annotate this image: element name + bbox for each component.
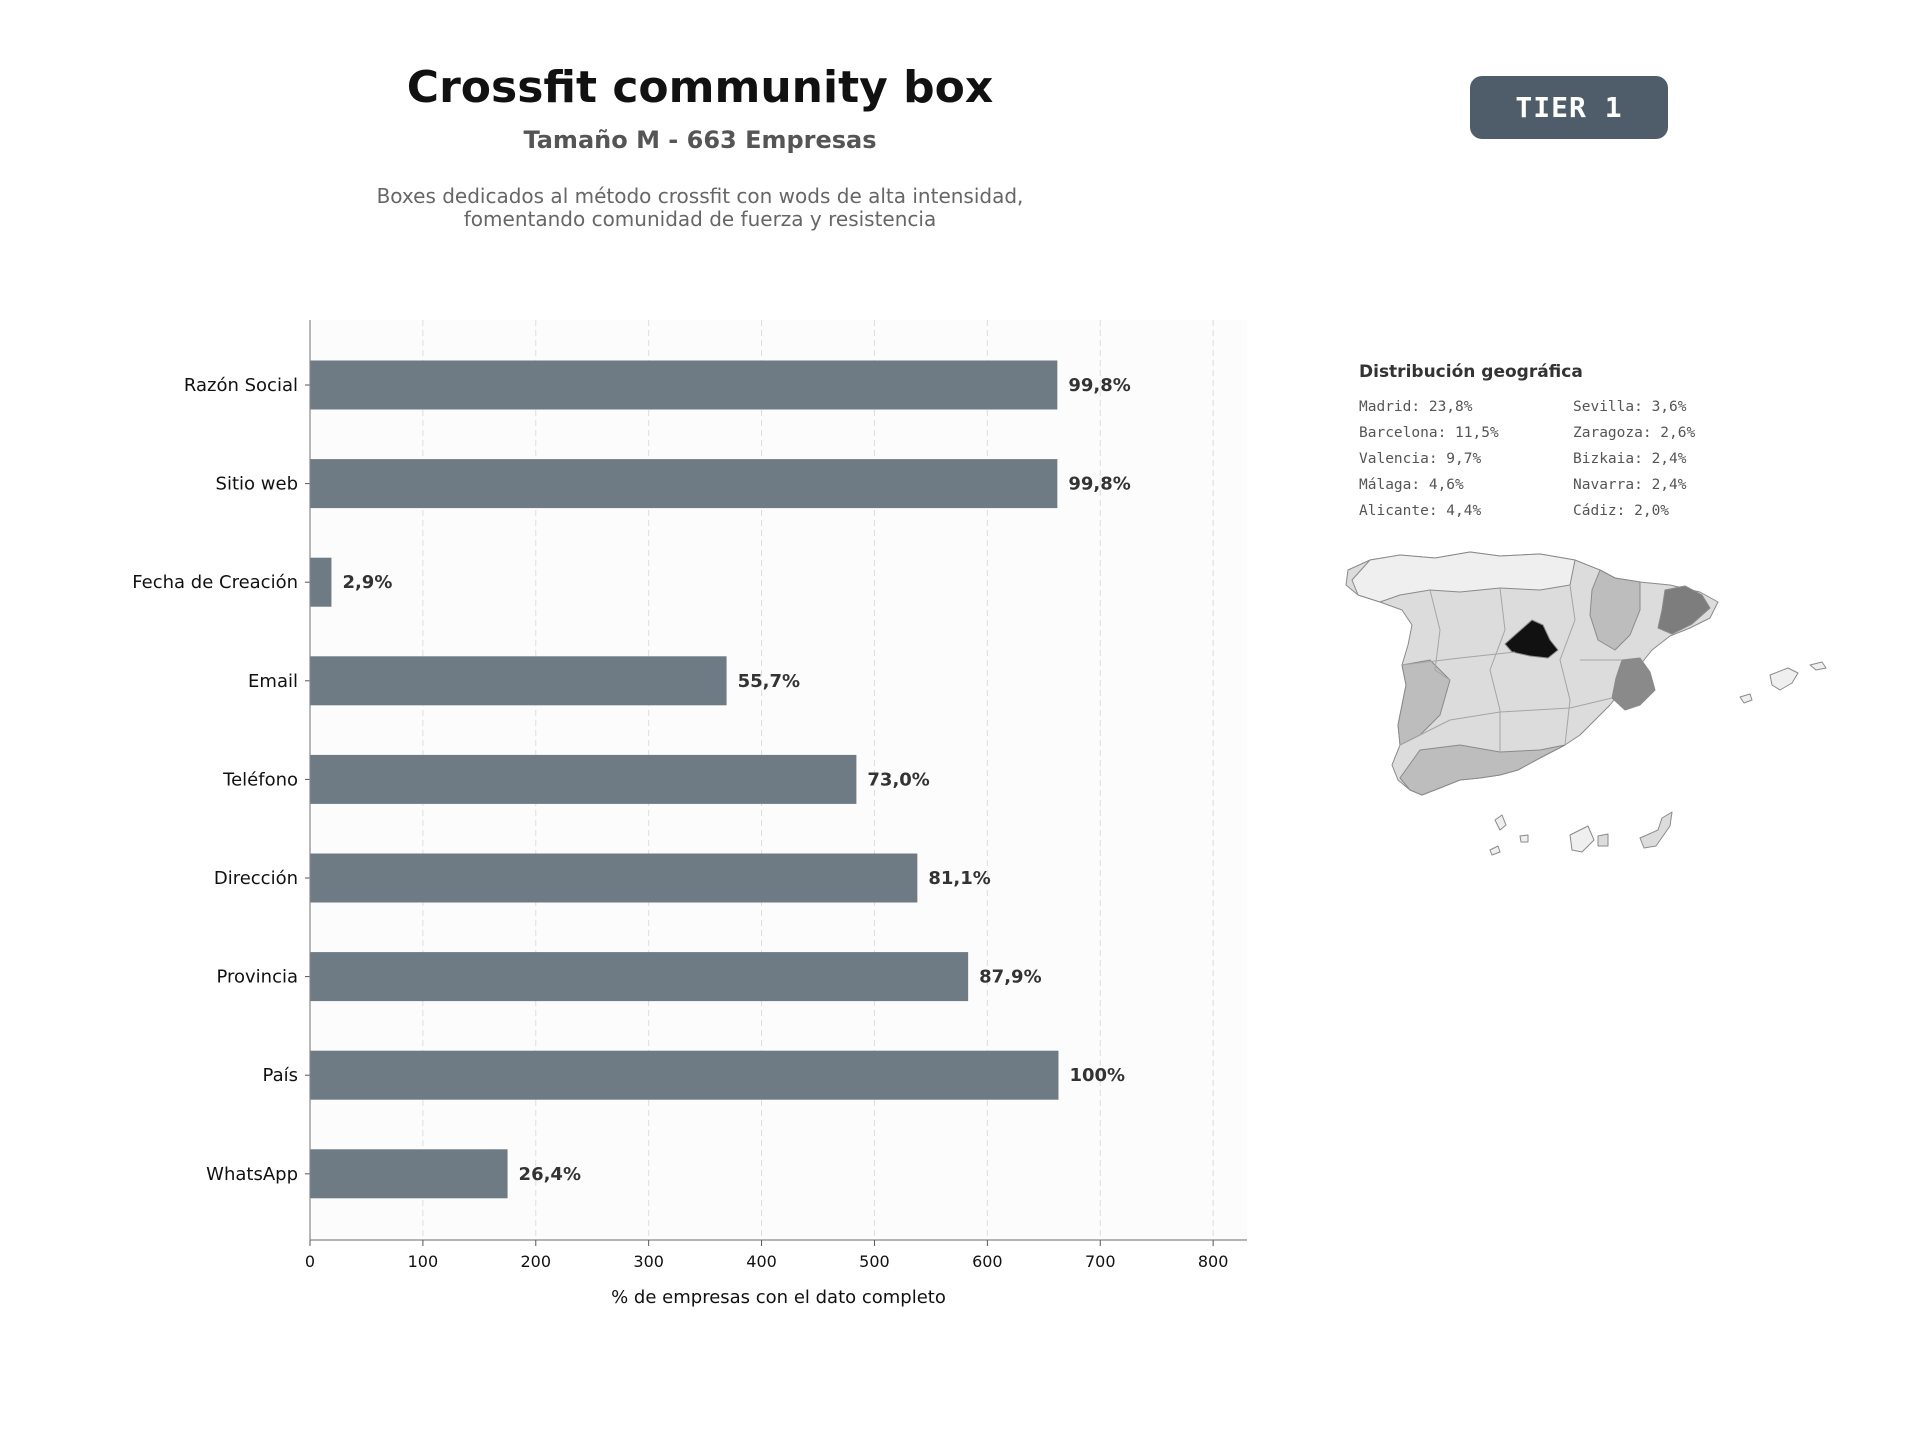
bar-value-label: 55,7% [738,671,800,692]
category-label: WhatsApp [206,1164,298,1185]
geo-item: Barcelona: 11,5% [1359,425,1499,441]
map-ibiza [1739,693,1753,704]
bar [310,754,857,804]
map-canaries-4 [1494,814,1507,831]
x-tick-label: 800 [1198,1252,1229,1271]
bar [310,459,1058,509]
geo-item: Madrid: 23,8% [1359,399,1473,415]
segment-description: Boxes dedicados al método crossfit con w… [250,185,1150,231]
map-valencia [1611,657,1656,711]
category-label: Fecha de Creación [132,572,298,593]
x-tick-label: 400 [746,1252,777,1271]
bar-value-label: 87,9% [979,967,1041,988]
bar [310,360,1058,410]
geo-item: Valencia: 9,7% [1359,451,1482,467]
bar-value-label: 99,8% [1068,474,1130,495]
x-tick-label: 100 [408,1252,439,1271]
category-label: Dirección [214,868,298,889]
bar-value-label: 26,4% [519,1164,581,1185]
bar [310,853,918,903]
tier-badge: TIER 1 [1470,76,1668,139]
map-canaries-3 [1639,811,1673,849]
x-tick-label: 600 [972,1252,1003,1271]
geo-item: Sevilla: 3,6% [1573,399,1687,415]
bar-value-label: 73,0% [867,769,929,790]
geo-item: Cádiz: 2,0% [1573,503,1670,519]
map-aragon [1589,569,1641,651]
map-canaries-2 [1597,833,1609,847]
x-axis-title: % de empresas con el dato completo [611,1287,946,1308]
x-tick-label: 200 [521,1252,552,1271]
category-label: Sitio web [216,474,298,495]
bar-value-label: 2,9% [342,572,392,593]
geo-item: Navarra: 2,4% [1573,477,1687,493]
description-line-1: Boxes dedicados al método crossfit con w… [376,184,1024,208]
map-barcelona [1657,585,1711,635]
bar [310,1050,1059,1100]
bar [310,1149,508,1199]
bar-value-label: 81,1% [928,868,990,889]
page-subtitle: Tamaño M - 663 Empresas [523,126,877,154]
page-title: Crossfit community box [406,62,994,113]
x-tick-label: 500 [859,1252,890,1271]
completeness-bar-chart: 99,8% Razón Social 99,8% Sitio web 2,9% Fecha… [132,320,1247,1308]
map-north [1351,551,1576,603]
geo-item: Alicante: 4,4% [1359,503,1482,519]
bar-value-label: 100% [1069,1065,1125,1086]
geo-distribution-list: Madrid: 23,8% Sevilla: 3,6% Barcelona: 1… [1359,398,1739,520]
category-label: País [263,1065,298,1086]
x-tick-label: 300 [633,1252,664,1271]
map-madrid [1504,619,1559,659]
geo-item: Zaragoza: 2,6% [1573,425,1696,441]
bar [310,656,727,706]
category-label: Razón Social [184,375,298,396]
bar-value-label: 99,8% [1068,375,1130,396]
spain-choropleth-map [1345,551,1827,856]
map-balearics [1769,667,1799,691]
x-tick-label: 0 [305,1252,315,1271]
map-canaries-1 [1569,825,1595,853]
bar [310,557,332,607]
geo-item: Málaga: 4,6% [1359,477,1464,493]
geo-item: Bizkaia: 2,4% [1573,451,1687,467]
map-andalusia [1399,744,1566,796]
bar [310,952,969,1002]
map-canaries-6 [1519,834,1529,843]
x-tick-label: 700 [1085,1252,1116,1271]
map-canaries-5 [1489,845,1501,856]
category-label: Email [248,671,298,692]
category-label: Provincia [216,967,298,988]
category-label: Teléfono [222,769,298,790]
map-menorca [1809,661,1827,671]
description-line-2: fomentando comunidad de fuerza y resiste… [463,207,937,231]
geo-distribution-title: Distribución geográfica [1359,362,1583,382]
